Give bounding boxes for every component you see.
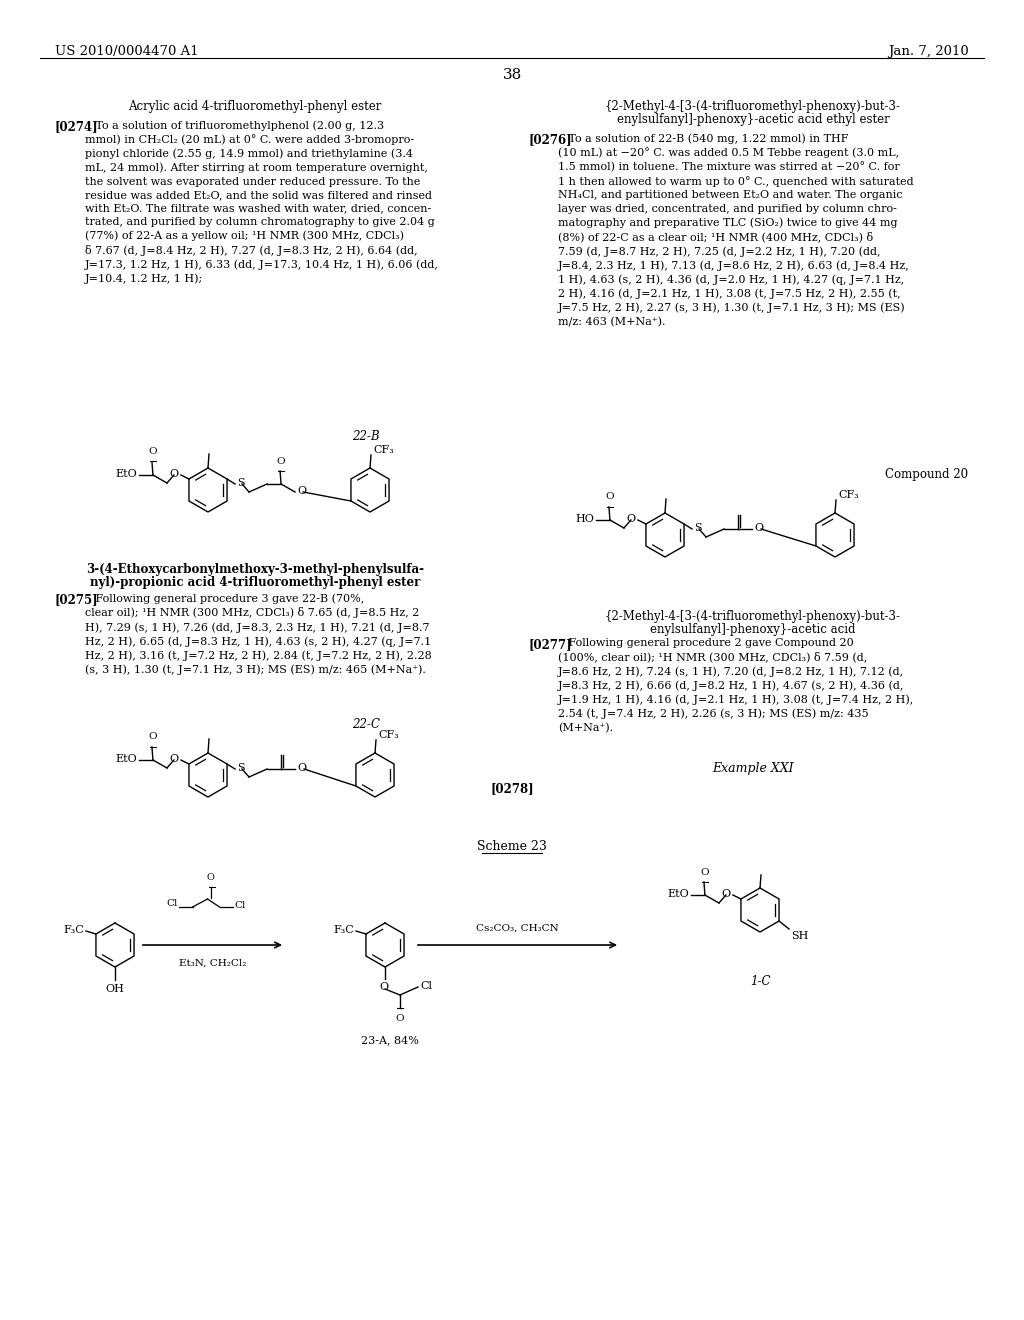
Text: 22-B: 22-B bbox=[352, 430, 380, 444]
Text: SH: SH bbox=[792, 931, 808, 941]
Text: O: O bbox=[148, 447, 158, 455]
Text: EtO: EtO bbox=[115, 469, 137, 479]
Text: CF₃: CF₃ bbox=[838, 490, 859, 500]
Text: O: O bbox=[380, 982, 388, 993]
Text: OH: OH bbox=[105, 983, 125, 994]
Text: [0277]: [0277] bbox=[528, 638, 571, 651]
Text: 22-C: 22-C bbox=[352, 718, 380, 731]
Text: O: O bbox=[297, 486, 306, 496]
Text: S: S bbox=[694, 523, 701, 533]
Text: O: O bbox=[297, 763, 306, 774]
Text: To a solution of trifluoromethylphenol (2.00 g, 12.3
mmol) in CH₂Cl₂ (20 mL) at : To a solution of trifluoromethylphenol (… bbox=[85, 120, 439, 284]
Text: O: O bbox=[148, 733, 158, 741]
Text: Cs₂CO₃, CH₃CN: Cs₂CO₃, CH₃CN bbox=[476, 924, 559, 933]
Text: EtO: EtO bbox=[668, 888, 689, 899]
Text: O: O bbox=[276, 457, 286, 466]
Text: O: O bbox=[627, 513, 636, 524]
Text: [0274]: [0274] bbox=[55, 120, 98, 133]
Text: Jan. 7, 2010: Jan. 7, 2010 bbox=[888, 45, 969, 58]
Text: O: O bbox=[170, 469, 179, 479]
Text: HO: HO bbox=[575, 513, 594, 524]
Text: O: O bbox=[754, 523, 763, 533]
Text: O: O bbox=[395, 1014, 404, 1023]
Text: S: S bbox=[237, 763, 245, 774]
Text: O: O bbox=[207, 873, 214, 882]
Text: Example XXI: Example XXI bbox=[712, 762, 794, 775]
Text: [0278]: [0278] bbox=[490, 781, 534, 795]
Text: 3-(4-Ethoxycarbonylmethoxy-3-methyl-phenylsulfa-: 3-(4-Ethoxycarbonylmethoxy-3-methyl-phen… bbox=[86, 564, 424, 576]
Text: 23-A, 84%: 23-A, 84% bbox=[361, 1035, 419, 1045]
Text: [0275]: [0275] bbox=[55, 593, 98, 606]
Text: S: S bbox=[237, 478, 245, 488]
Text: enylsulfanyl]-phenoxy}-acetic acid ethyl ester: enylsulfanyl]-phenoxy}-acetic acid ethyl… bbox=[616, 114, 890, 125]
Text: {2-Methyl-4-[3-(4-trifluoromethyl-phenoxy)-but-3-: {2-Methyl-4-[3-(4-trifluoromethyl-phenox… bbox=[605, 610, 901, 623]
Text: CF₃: CF₃ bbox=[378, 730, 398, 741]
Text: US 2010/0004470 A1: US 2010/0004470 A1 bbox=[55, 45, 199, 58]
Text: EtO: EtO bbox=[115, 754, 137, 764]
Text: O: O bbox=[605, 492, 614, 502]
Text: F₃C: F₃C bbox=[63, 925, 84, 935]
Text: Following general procedure 2 gave Compound 20
(100%, clear oil); ¹H NMR (300 MH: Following general procedure 2 gave Compo… bbox=[558, 638, 914, 733]
Text: Following general procedure 3 gave 22-B (70%,
clear oil); ¹H NMR (300 MHz, CDCl₃: Following general procedure 3 gave 22-B … bbox=[85, 593, 432, 675]
Text: 1-C: 1-C bbox=[750, 975, 770, 987]
Text: Cl: Cl bbox=[234, 900, 246, 909]
Text: Et₃N, CH₂Cl₂: Et₃N, CH₂Cl₂ bbox=[179, 960, 246, 968]
Text: 38: 38 bbox=[503, 69, 521, 82]
Text: O: O bbox=[170, 754, 179, 764]
Text: Scheme 23: Scheme 23 bbox=[477, 840, 547, 853]
Text: enylsulfanyl]-phenoxy}-acetic acid: enylsulfanyl]-phenoxy}-acetic acid bbox=[650, 623, 856, 636]
Text: {2-Methyl-4-[3-(4-trifluoromethyl-phenoxy)-but-3-: {2-Methyl-4-[3-(4-trifluoromethyl-phenox… bbox=[605, 100, 901, 114]
Text: nyl)-propionic acid 4-trifluoromethyl-phenyl ester: nyl)-propionic acid 4-trifluoromethyl-ph… bbox=[90, 576, 420, 589]
Text: O: O bbox=[722, 888, 731, 899]
Text: CF₃: CF₃ bbox=[373, 445, 394, 455]
Text: To a solution of 22-B (540 mg, 1.22 mmol) in THF
(10 mL) at −20° C. was added 0.: To a solution of 22-B (540 mg, 1.22 mmol… bbox=[558, 133, 913, 327]
Text: Cl: Cl bbox=[420, 981, 432, 991]
Text: Compound 20: Compound 20 bbox=[885, 469, 968, 480]
Text: F₃C: F₃C bbox=[333, 925, 354, 935]
Text: O: O bbox=[700, 869, 710, 876]
Text: Cl: Cl bbox=[166, 899, 177, 908]
Text: Acrylic acid 4-trifluoromethyl-phenyl ester: Acrylic acid 4-trifluoromethyl-phenyl es… bbox=[128, 100, 382, 114]
Text: [0276]: [0276] bbox=[528, 133, 571, 147]
